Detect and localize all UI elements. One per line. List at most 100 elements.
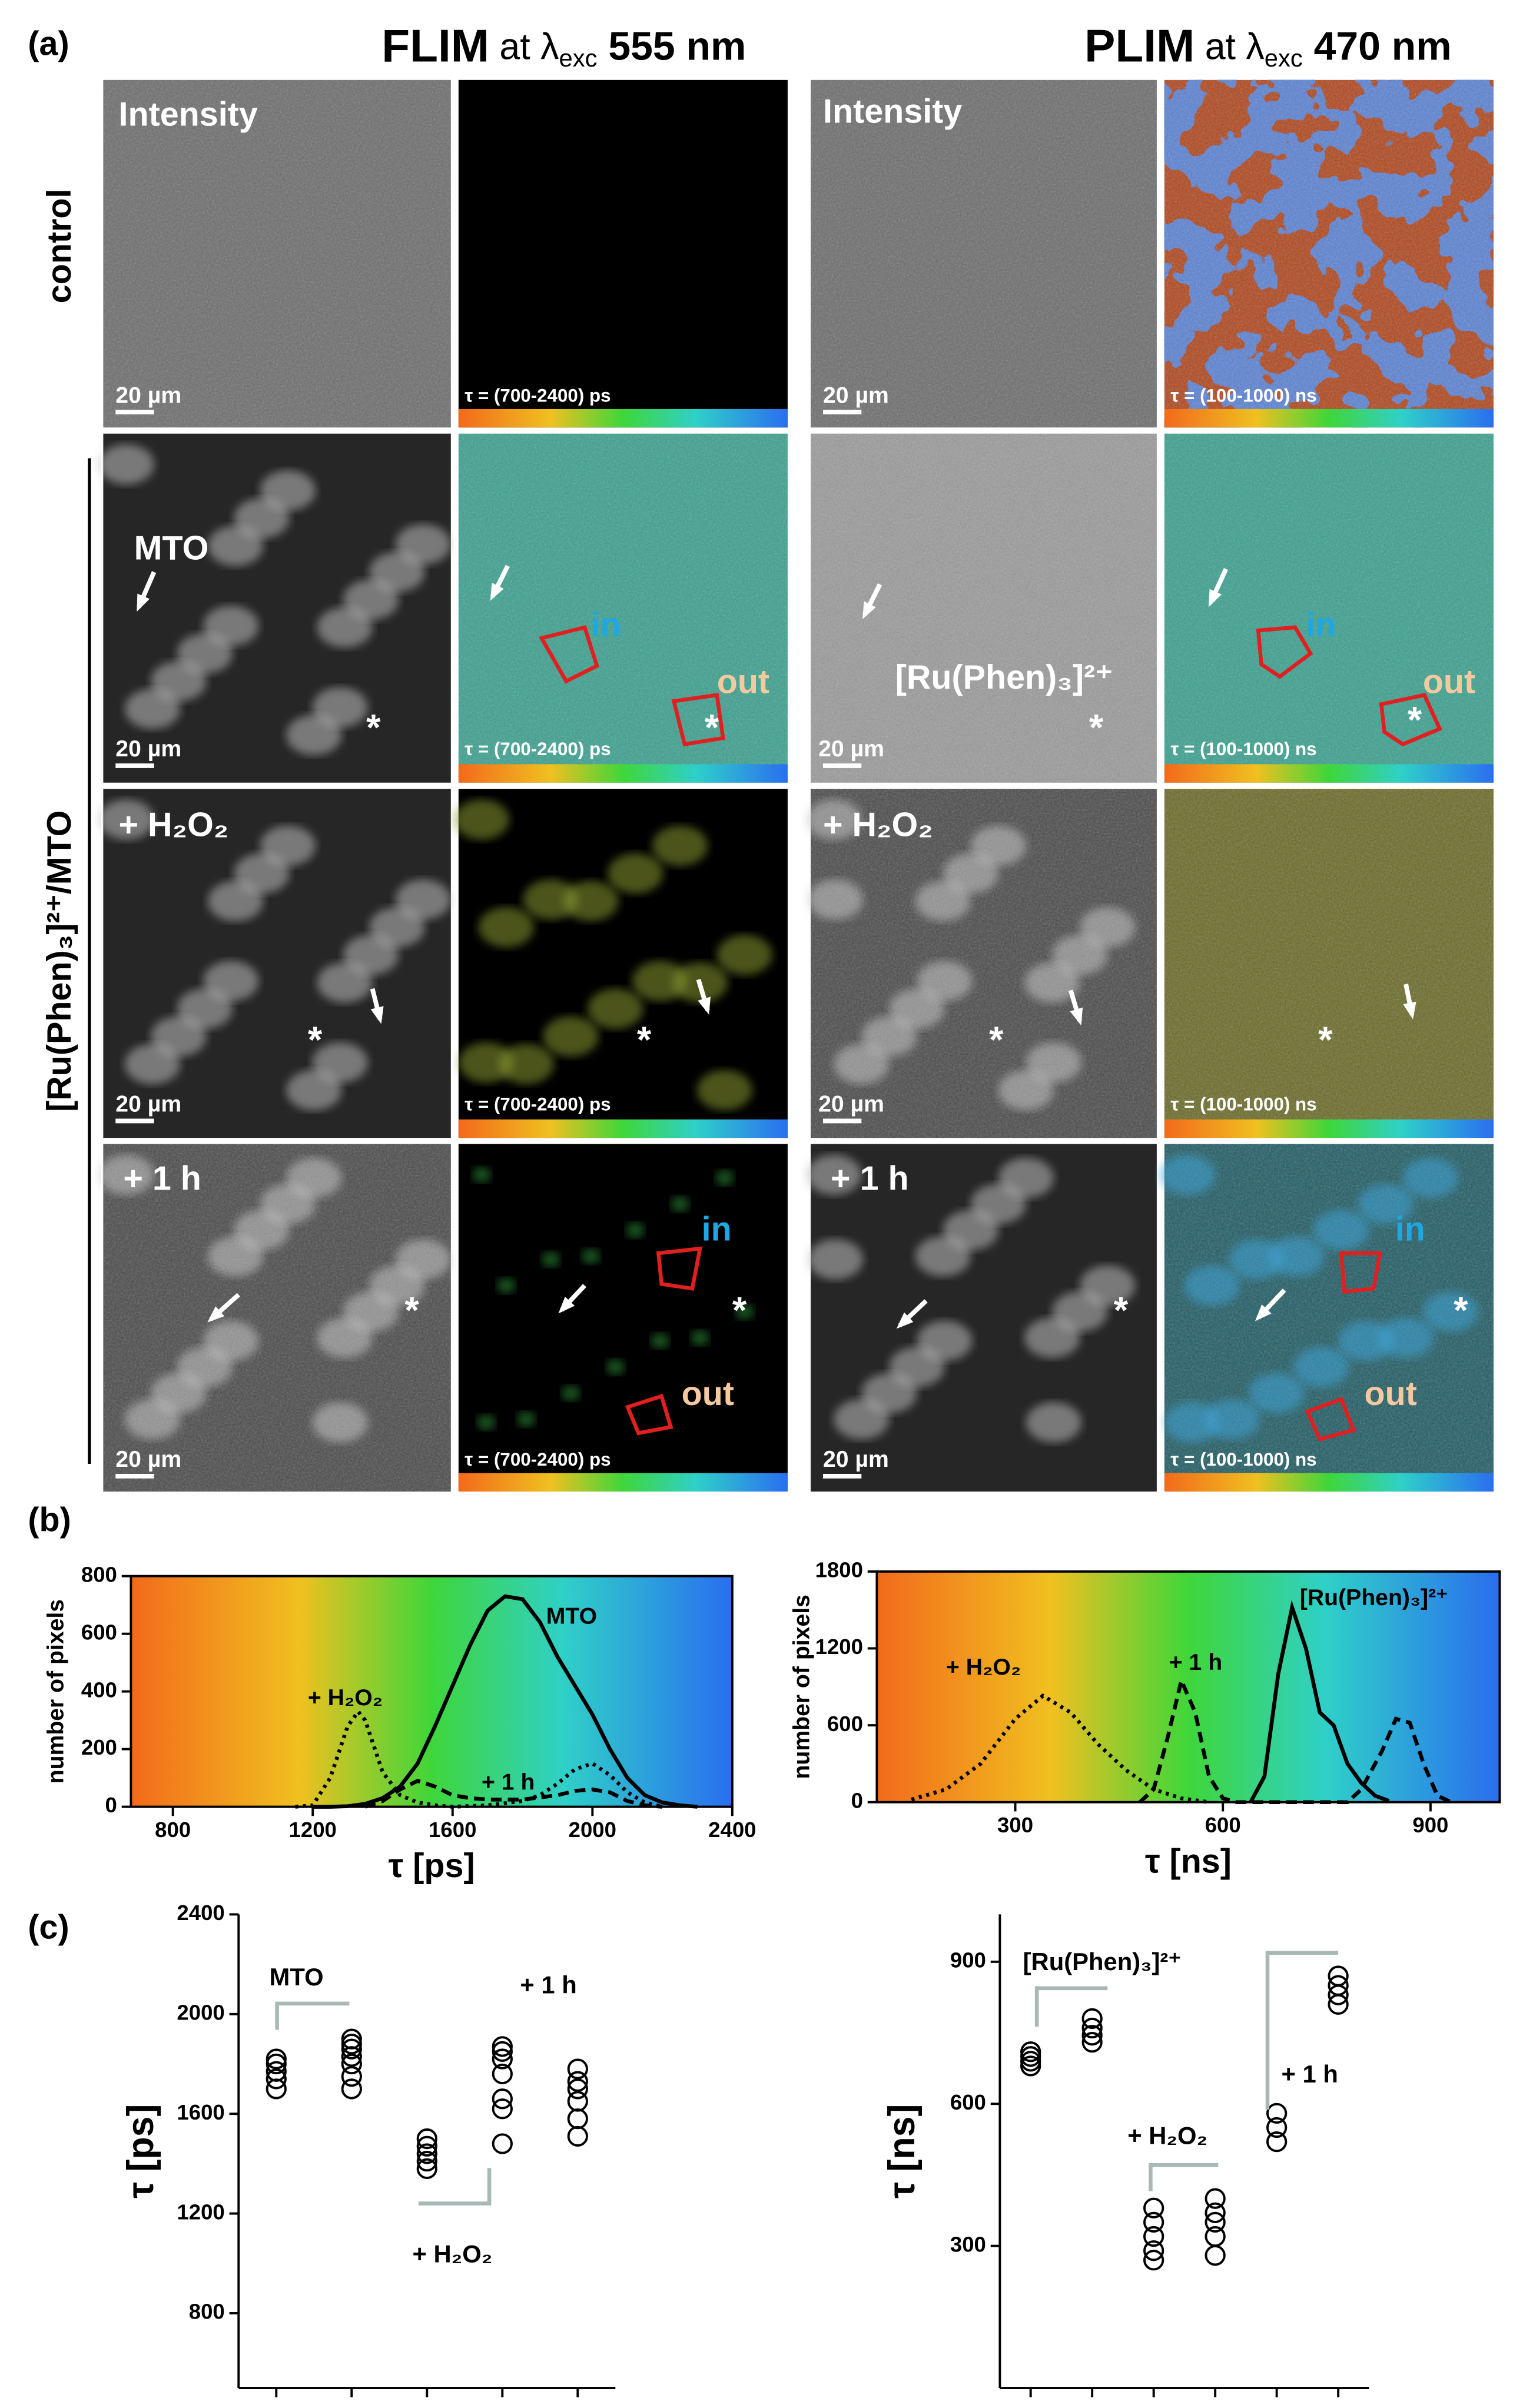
data-point xyxy=(266,2053,287,2075)
tile-label: * xyxy=(308,1019,323,1061)
data-point xyxy=(492,2048,513,2070)
cell xyxy=(1026,1042,1081,1083)
bracket xyxy=(1149,2163,1219,2191)
column-title: PLIM at λexc 470 nm xyxy=(1084,19,1452,72)
cell xyxy=(203,606,259,646)
x-tick-label: 600 xyxy=(1205,1813,1241,1837)
cell xyxy=(1358,1184,1414,1224)
x-tick-label: out xyxy=(1007,2403,1054,2408)
y-tick-label: 1600 xyxy=(177,2100,224,2124)
data-point xyxy=(1143,2250,1164,2271)
image-tile xyxy=(458,1144,788,1492)
x-tick-label: 2400 xyxy=(708,1818,756,1842)
data-point xyxy=(1143,2240,1164,2261)
arrow-head xyxy=(1070,1007,1083,1026)
y-tick-label: 1200 xyxy=(177,2200,224,2224)
title-part: FLIM xyxy=(381,19,489,71)
color-scale xyxy=(458,764,788,783)
cell xyxy=(260,470,316,511)
title-part: at λ xyxy=(489,26,559,67)
cell xyxy=(651,1333,669,1349)
tile-label: * xyxy=(1408,699,1422,740)
line-series xyxy=(1138,1674,1452,1804)
cell xyxy=(861,1016,917,1057)
y-tick-label: 800 xyxy=(81,1562,117,1586)
cell xyxy=(1378,1317,1434,1358)
arrow-head xyxy=(370,1006,384,1024)
cell xyxy=(1402,1158,1458,1198)
x-tick-label: out xyxy=(1253,2403,1300,2408)
cell xyxy=(1080,1265,1136,1306)
data-point xyxy=(492,2041,513,2062)
image-border xyxy=(101,77,1496,1494)
x-tick-label: in xyxy=(338,2403,365,2408)
annotation: + H₂O₂ xyxy=(308,1685,383,1710)
cell xyxy=(671,1196,689,1212)
annotation: + H₂O₂ xyxy=(1127,2121,1207,2149)
data-point xyxy=(341,2034,362,2055)
x-axis-title: τ [ps] xyxy=(389,1847,475,1885)
data-point xyxy=(266,2061,287,2082)
x-tick-label: in xyxy=(564,2403,591,2408)
data-point xyxy=(1020,2041,1041,2062)
x-tick-label: 300 xyxy=(997,1813,1033,1837)
x-tick-label: out xyxy=(253,2403,300,2408)
roi xyxy=(1339,1251,1382,1294)
tile-label: in xyxy=(591,606,621,644)
data-point xyxy=(1143,2211,1164,2233)
cell xyxy=(561,1385,580,1401)
color-scale xyxy=(458,408,788,428)
tile-label: 20 µm xyxy=(818,1092,884,1117)
annotation: + H₂O₂ xyxy=(412,2240,492,2267)
cell xyxy=(543,1016,599,1057)
tile-label: in xyxy=(1395,1211,1425,1248)
y-axis-title: number of pixels xyxy=(43,1599,68,1783)
cell xyxy=(915,881,971,921)
cell xyxy=(917,961,973,1001)
data-point xyxy=(416,2128,437,2150)
cell xyxy=(517,1411,536,1427)
cell xyxy=(203,1321,259,1361)
y-tick-label: 800 xyxy=(189,2300,225,2324)
tile-label: in xyxy=(1306,606,1336,644)
tile-label: 20 µm xyxy=(823,1447,889,1472)
annotation: + 1 h xyxy=(520,1971,576,1998)
image-noise xyxy=(811,79,1157,428)
y-tick-label: 2000 xyxy=(177,2000,224,2024)
x-tick-label: 1600 xyxy=(429,1818,476,1842)
data-point xyxy=(1328,1975,1349,1996)
tile-label: Intensity xyxy=(823,93,962,131)
cell xyxy=(1422,1291,1478,1332)
y-tick-label: 300 xyxy=(950,2232,986,2256)
cell xyxy=(691,1330,709,1346)
tile-label: τ = (100-1000) ns xyxy=(1170,739,1316,759)
cell xyxy=(632,961,688,1001)
cell xyxy=(626,1222,645,1238)
cell xyxy=(523,879,579,920)
tile-label: τ = (700-2400) ps xyxy=(464,1449,610,1470)
cell xyxy=(1184,1265,1240,1306)
x-tick-label: out xyxy=(1130,2403,1177,2408)
cell xyxy=(735,1304,754,1320)
plot-frame xyxy=(875,1570,1501,1803)
roi xyxy=(1256,625,1313,679)
data-point xyxy=(1081,2017,1103,2039)
cell xyxy=(608,853,663,894)
cell xyxy=(1293,1347,1349,1387)
arrow-head xyxy=(207,1306,225,1323)
data-point xyxy=(492,2036,513,2057)
y-tick-label: 0 xyxy=(105,1793,117,1817)
tile-label: * xyxy=(1114,1290,1129,1331)
color-scale xyxy=(458,1473,788,1492)
y-tick-label: 2400 xyxy=(177,1901,224,1925)
tile-label: 20 µm xyxy=(115,1447,181,1472)
cell xyxy=(395,1239,451,1280)
data-point xyxy=(1081,2032,1103,2053)
y-tick-label: 1200 xyxy=(815,1635,863,1659)
cell xyxy=(98,1154,154,1195)
row-label: [Ru(Phen)₃]²⁺/MTO xyxy=(41,811,78,1112)
annotation: MTO xyxy=(270,1963,324,1991)
cell xyxy=(563,881,619,921)
data-point xyxy=(567,2071,588,2092)
tile-label: in xyxy=(702,1211,732,1248)
